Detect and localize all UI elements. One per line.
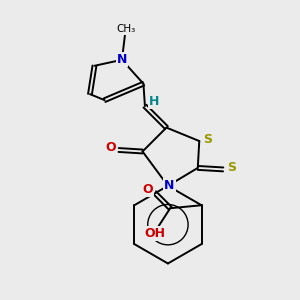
Text: O: O — [143, 183, 153, 196]
Text: N: N — [117, 53, 127, 66]
Text: S: S — [203, 133, 212, 146]
Text: N: N — [164, 179, 175, 192]
Text: S: S — [227, 161, 236, 174]
Text: CH₃: CH₃ — [117, 24, 136, 34]
Text: O: O — [106, 141, 116, 154]
Text: H: H — [149, 95, 159, 108]
Text: OH: OH — [144, 227, 165, 240]
